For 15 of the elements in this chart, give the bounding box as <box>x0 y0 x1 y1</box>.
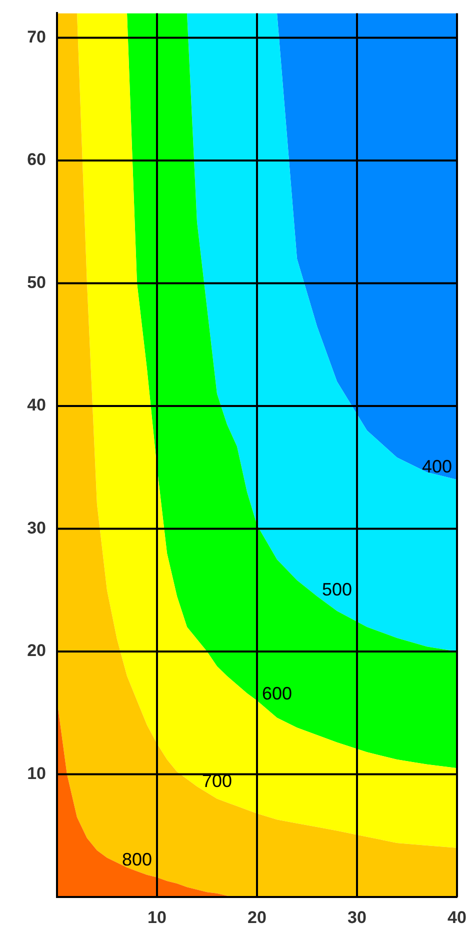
x-tick-label: 40 <box>448 908 466 927</box>
annotation: 400 <box>422 456 452 477</box>
x-tick-label: 30 <box>348 908 366 927</box>
annotation: 800 <box>122 849 152 870</box>
x-tick-label: 20 <box>248 908 266 927</box>
annotation: 600 <box>262 684 292 704</box>
annotation: 500 <box>322 579 352 600</box>
y-tick-label: 40 <box>27 396 46 415</box>
y-tick-label: 70 <box>27 27 46 46</box>
y-tick-label: 10 <box>27 764 46 783</box>
x-tick-label: 10 <box>148 908 166 927</box>
y-tick-label: 30 <box>27 518 46 538</box>
y-tick-label: 50 <box>27 272 46 292</box>
y-tick-label: 20 <box>27 641 46 660</box>
y-tick-label: 60 <box>27 150 46 170</box>
